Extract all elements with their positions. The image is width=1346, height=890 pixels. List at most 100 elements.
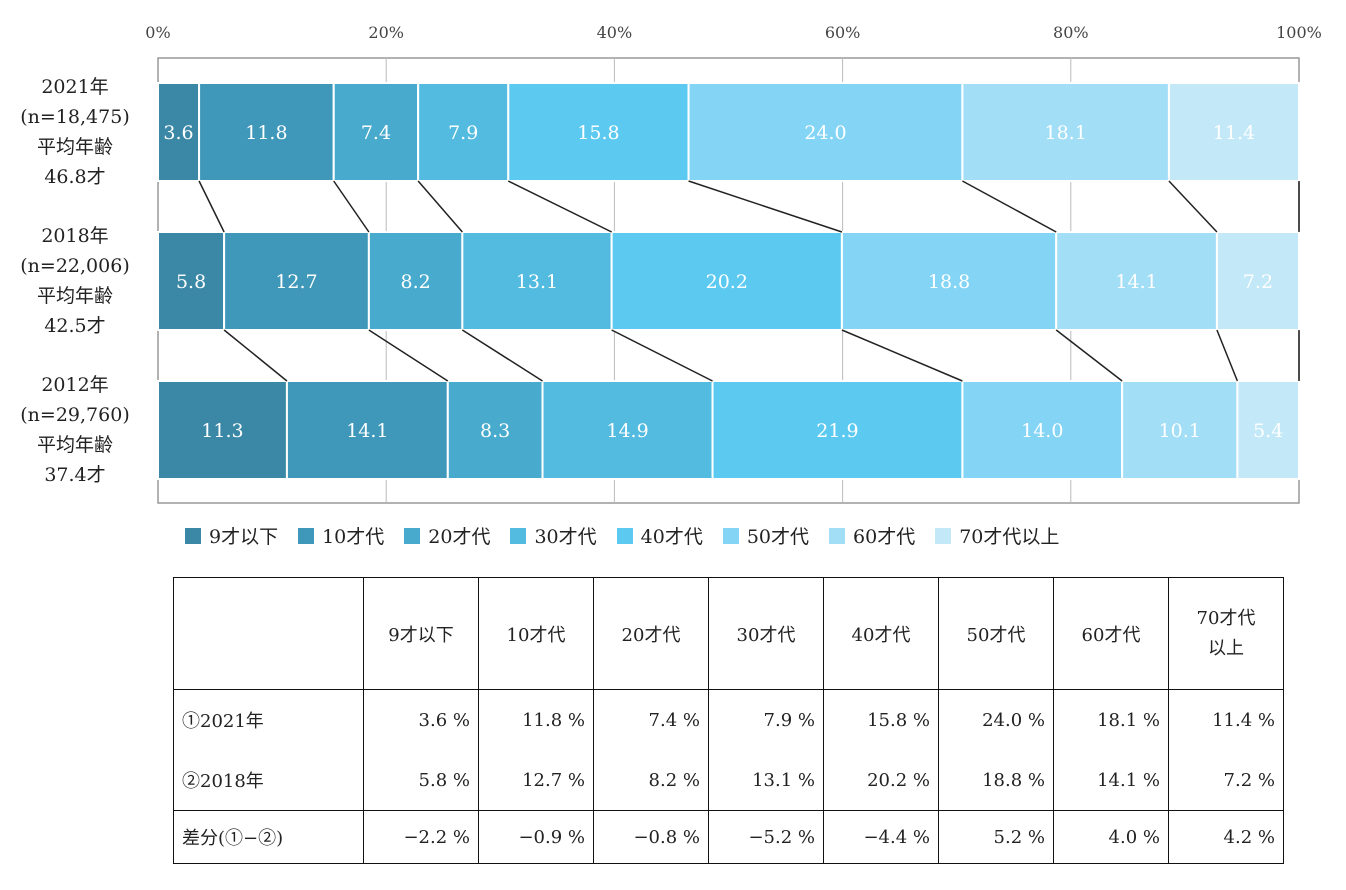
x-tick-label: 80% [1053,23,1089,42]
bar-segment [461,231,613,331]
data-label: 3.6 [163,122,193,144]
legend-item: 40才代 [616,522,703,549]
bar-segment [223,231,370,331]
y-category-label: 2021年 (n=18,475) 平均年齢 46.8才 [14,72,136,192]
x-tick-label: 20% [368,23,404,42]
legend-swatch [298,527,315,544]
data-label: 12.7 [275,271,317,293]
table-header-cell: 20才代 [593,577,709,690]
legend-swatch [722,527,739,544]
data-label: 21.9 [816,420,858,442]
y-category-label-line: 平均年齢 [36,434,113,456]
age-distribution-table: 9才以下 10才代 20才代 30才代 40才代 50才代 60才代 70才代 … [173,577,1284,864]
y-category-label-line: 平均年齢 [36,136,113,158]
table-header-cell: 60才代 [1053,577,1169,690]
connector-line [461,329,543,382]
table-header-cell: 30才代 [708,577,824,690]
y-category-label: 2018年 (n=22,006) 平均年齢 42.5才 [14,221,136,341]
legend-label: 20才代 [428,526,491,548]
table-row-2018: ②2018年 5.8 % 12.7 % 8.2 % 13.1 % 20.2 % … [173,750,1284,811]
legend-swatch [935,527,952,544]
table-header-cell: 10才代 [478,577,594,690]
legend-item: 50才代 [722,522,809,549]
legend-item: 60才代 [829,522,915,549]
table-cell: 15.8 % [823,689,939,750]
data-label: 14.9 [606,420,648,442]
legend-label: 40才代 [640,526,703,548]
connector-line [507,180,612,233]
legend-item: 70才代以上 [935,522,1059,549]
x-tick-label: 100% [1276,23,1322,42]
y-category-label-line: (n=29,760) [20,404,130,426]
table-cell: 3.6 % [363,689,479,750]
legend-swatch [404,527,421,544]
table-row-2021: ①2021年 3.6 % 11.8 % 7.4 % 7.9 % 15.8 % 2… [173,689,1284,750]
connector-line [368,329,449,382]
bar-segment [1236,380,1300,480]
table-cell: 24.0 % [938,689,1054,750]
y-category-label-line: (n=18,475) [20,106,130,128]
data-label: 14.1 [346,420,388,442]
bar-segment [198,82,335,182]
row-label: ①2021年 [173,689,364,750]
bar-segment [840,231,1058,331]
table-cell: 5.8 % [363,750,479,811]
data-label: 7.4 [361,122,391,144]
connector-line [1168,180,1218,233]
table-cell: −2.2 % [363,810,479,864]
bar-segment [1167,82,1301,182]
bar-segment [1121,380,1239,480]
row-label: 差分(①−②) [173,810,364,864]
y-category-label-line: 2012年 [41,374,109,396]
table-header-cell [173,577,364,690]
table-cell: 18.8 % [938,750,1054,811]
table-cell: −5.2 % [708,810,824,864]
table-cell: 4.2 % [1168,810,1284,864]
y-category-label-line: 46.8才 [44,166,106,188]
y-category-label: 2012年 (n=29,760) 平均年齢 37.4才 [14,370,136,490]
table-row-difference: 差分(①−②) −2.2 % −0.9 % −0.8 % −5.2 % −4.4… [173,810,1284,864]
y-category-label-line: 37.4才 [44,464,106,486]
data-label: 18.8 [928,271,970,293]
table-header-cell: 50才代 [938,577,1054,690]
x-tick-label: 60% [825,23,861,42]
legend-item: 9才以下 [185,522,278,549]
x-tick-label: 40% [597,23,633,42]
bar-segment [157,380,288,480]
data-label: 5.4 [1253,420,1283,442]
table-cell: −0.9 % [478,810,594,864]
data-label: 11.3 [201,420,243,442]
table-cell: 4.0 % [1053,810,1169,864]
table-cell: 8.2 % [593,750,709,811]
connector-line [333,180,370,233]
y-category-label-line: 2018年 [41,225,109,247]
legend-swatch [616,527,633,544]
legend-label: 10才代 [322,526,385,548]
y-category-label-line: (n=22,006) [20,255,130,277]
row-label: ②2018年 [173,750,364,811]
table-cell: −4.4 % [823,810,939,864]
y-category-label-line: 2021年 [41,76,109,98]
legend-item: 30才代 [510,522,597,549]
table-header-cell: 9才以下 [363,577,479,690]
connector-line [223,329,288,382]
table-cell: 11.4 % [1168,689,1284,750]
table-cell: −0.8 % [593,810,709,864]
connector-line [688,180,843,233]
connector-line [611,329,713,382]
bar-segment [446,380,544,480]
legend: 9才以下 10才代 20才代 30才代 40才代 50才代 60才代 70才代以上 [185,522,1079,549]
table-cell: 20.2 % [823,750,939,811]
data-label: 24.0 [804,122,846,144]
data-label: 14.1 [1115,271,1157,293]
bar-segment [1055,231,1218,331]
data-label: 7.9 [448,122,478,144]
data-label: 8.2 [400,271,430,293]
data-label: 7.2 [1243,271,1273,293]
legend-swatch [510,527,527,544]
y-category-label-line: 平均年齢 [36,285,113,307]
legend-swatch [829,527,846,544]
stacked-bar-chart: 0% 20% 40% 60% 80% 100% 3.6 11.8 7.4 7.9 15.8 24.0 1… [145,23,1322,504]
data-label: 18.1 [1045,122,1087,144]
bar-segment [541,380,714,480]
